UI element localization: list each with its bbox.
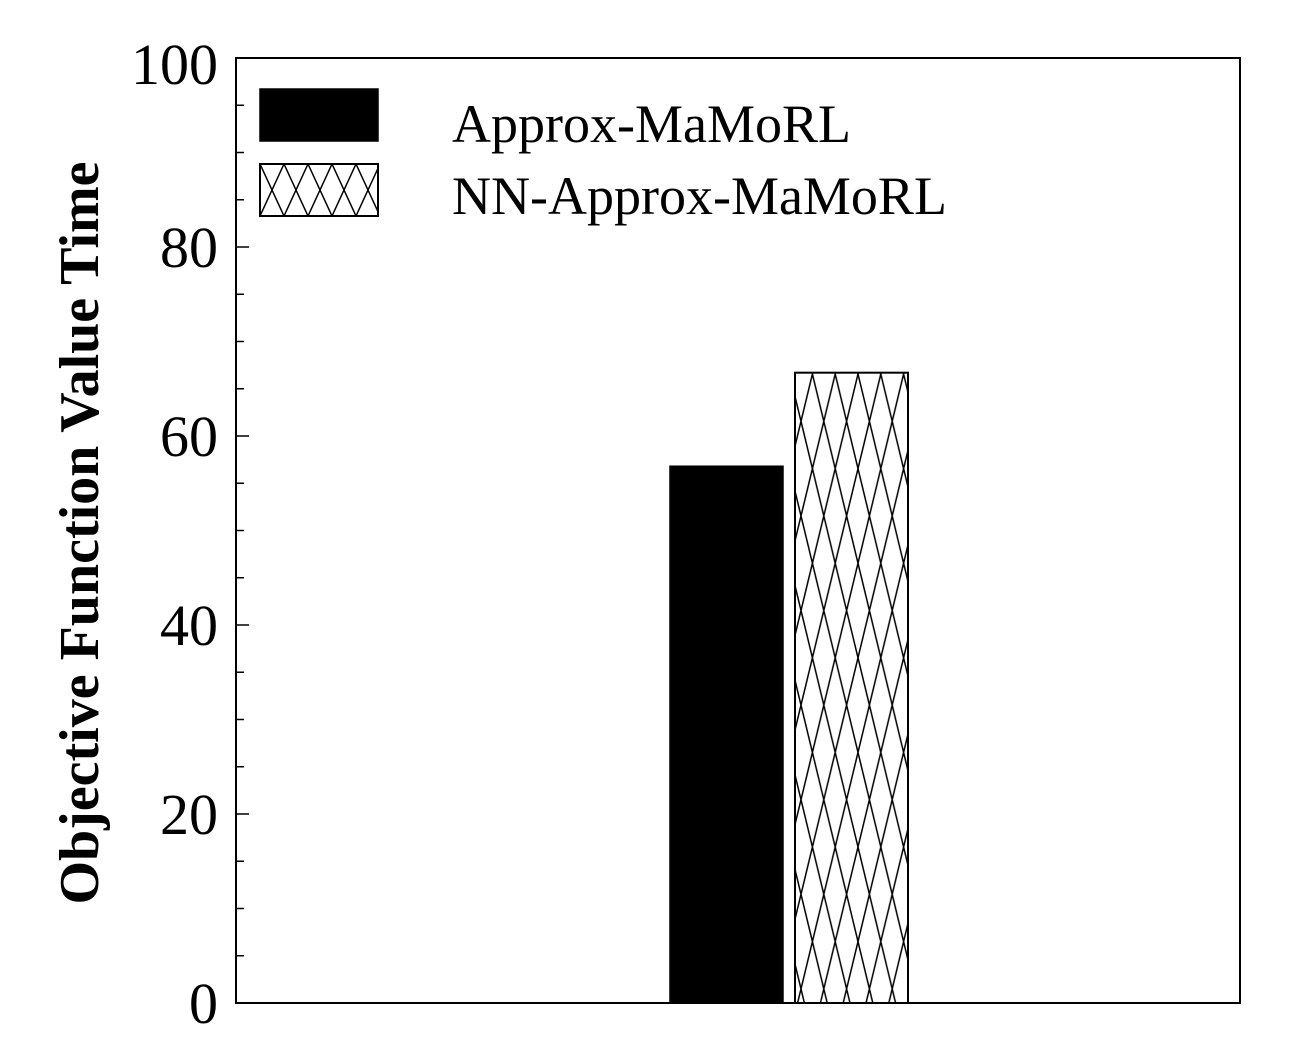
y-tick-label: 40: [160, 593, 218, 658]
y-axis-title: Objective Function Value Time: [49, 161, 111, 904]
legend-swatch-crosshatch: [259, 163, 379, 217]
legend-item-approx-mamorl: Approx-MaMoRL: [259, 88, 851, 154]
legend-item-nn-approx-mamorl: NN-Approx-MaMoRL: [259, 163, 947, 226]
bars: [669, 371, 909, 1004]
legend-label: Approx-MaMoRL: [452, 94, 851, 154]
legend-label: NN-Approx-MaMoRL: [452, 166, 947, 226]
y-tick-label: 100: [131, 32, 218, 97]
y-tick-label: 20: [160, 782, 218, 847]
y-tick-label: 80: [160, 215, 218, 280]
y-axis-ticks: [236, 57, 249, 1004]
y-tick-label: 0: [189, 971, 218, 1036]
y-axis-tick-labels: 0 20 40 60 80 100: [131, 32, 218, 1036]
legend: Approx-MaMoRL NN-Approx-MaMoRL: [259, 88, 947, 226]
bar-nn-approx-mamorl: [794, 371, 909, 1004]
y-tick-label: 60: [160, 404, 218, 469]
plot-area: [235, 57, 1241, 1004]
bar-approx-mamorl: [669, 465, 784, 1004]
legend-swatch-solid: [259, 88, 379, 142]
